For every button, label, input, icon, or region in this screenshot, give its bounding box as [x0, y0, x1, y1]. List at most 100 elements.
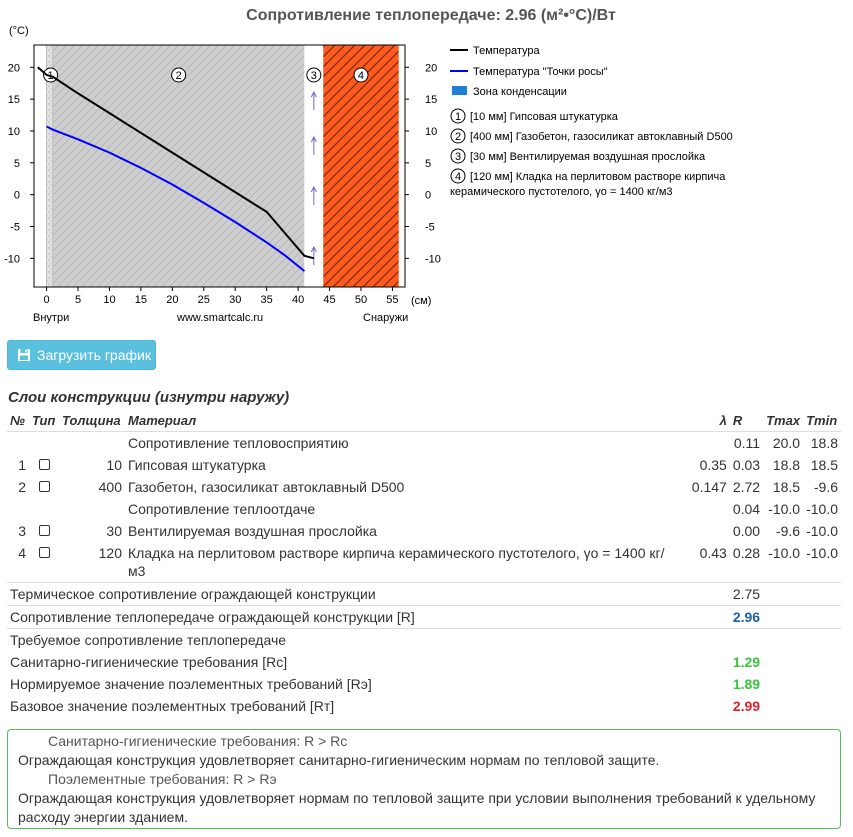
summary-value: 1.29 [732, 654, 761, 670]
y-tick-label-left: 15 [8, 94, 20, 106]
layer-legend-num-2: 2 [455, 131, 461, 143]
layer-fills [46, 44, 399, 288]
result-head-sanitary: Санитарно-гигиенические требования: R > … [48, 733, 348, 749]
air-arrow-2 [310, 185, 317, 205]
row-r: 0.28 [732, 545, 761, 561]
download-chart-icon [18, 349, 30, 361]
y-tick-label-left: 5 [14, 158, 20, 170]
row-tmin: -10.0 [806, 545, 838, 561]
row-tmin: -9.6 [813, 479, 838, 495]
row-lambda: 0.35 [699, 457, 727, 473]
row-material: Сопротивление теплоотдаче [128, 501, 316, 517]
row-material: Кладка на перлитовом растворе кирпича ке… [128, 545, 665, 579]
y-tick-label-right: 0 [425, 190, 431, 202]
summary-label: Требуемое сопротивление теплопередаче [10, 632, 287, 648]
col-tmax: Tmax [763, 409, 804, 432]
table-row: 3 30 Вентилируемая воздушная прослойка 0… [7, 520, 841, 542]
outside-label: Снаружи [363, 312, 408, 324]
layer-type-checkbox[interactable] [38, 459, 50, 470]
y-tick-label-right: -5 [425, 222, 435, 234]
layer-marker-4 [353, 67, 369, 83]
summary-row-sanitary: Санитарно-гигиенические требования [Rс] … [7, 651, 841, 673]
inside-label: Внутри [33, 312, 69, 324]
summary-row-heat-transfer-resistance: Сопротивление теплопередаче ограждающей … [7, 605, 841, 629]
chart-legend: Температура Температура "Точки росы" Зон… [450, 45, 733, 198]
summary-value: 2.75 [732, 586, 761, 602]
y-axis-ticks-left: 20 15 10 5 0 -5 -10 [4, 62, 34, 265]
col-material: Материал [125, 409, 678, 432]
summary-label: Базовое значение поэлементных требований… [10, 698, 335, 714]
air-arrow-1 [310, 245, 317, 265]
table-row: 4 120 Кладка на перлитовом растворе кирп… [7, 542, 841, 583]
x-tick-label: 30 [229, 294, 241, 306]
layer-marker-2 [171, 67, 187, 83]
row-tmax: 20.0 [772, 435, 801, 451]
legend-label-temperature: Температура [473, 45, 541, 57]
y-tick-label-right: 20 [425, 62, 437, 74]
legend-swatch-condensation [452, 86, 467, 95]
row-tmin: -10.0 [806, 523, 838, 539]
table-row: Сопротивление теплоотдаче 0.04 -10.0 -10… [7, 498, 841, 520]
row-tmax: -10.0 [768, 501, 801, 517]
summary-label: Нормируемое значение поэлементных требов… [10, 676, 372, 692]
legend-label-dewpoint: Температура "Точки росы" [473, 66, 608, 78]
layer-fill-3 [304, 45, 324, 287]
row-thickness: 10 [106, 457, 122, 473]
row-material: Вентилируемая воздушная прослойка [128, 523, 377, 539]
x-tick-label: 40 [292, 294, 304, 306]
x-tick-label: 45 [323, 294, 335, 306]
x-tick-label: 0 [44, 294, 50, 306]
x-tick-label: 55 [386, 294, 398, 306]
layer-type-checkbox[interactable] [38, 481, 50, 492]
y-tick-label-left: -5 [10, 222, 20, 234]
layers-table: № Тип Толщина Материал λ R Tmax Tmin Соп… [7, 409, 841, 717]
col-type: Тип [29, 409, 59, 432]
result-text-element: Ограждающая конструкция удовлетворяет но… [18, 790, 816, 825]
y-axis-unit: (°С) [9, 25, 29, 37]
chart-title: Сопротивление теплопередаче: 2.96 (м²•°С… [246, 7, 616, 24]
x-tick-label: 10 [103, 294, 115, 306]
layer-legend-text-1: [10 мм] Гипсовая штукатурка [470, 111, 619, 123]
x-tick-label: 15 [135, 294, 147, 306]
layer-marker-num-4: 4 [358, 70, 364, 82]
summary-row-basic: Базовое значение поэлементных требований… [7, 695, 841, 717]
result-box: Санитарно-гигиенические требования: R > … [7, 729, 841, 829]
layers-table-header: № Тип Толщина Материал λ R Tmax Tmin [7, 409, 841, 432]
layer-fill-2 [52, 45, 305, 287]
dewpoint-line [46, 125, 306, 272]
layer-legend-marker-4 [450, 168, 466, 184]
row-material: Гипсовая штукатурка [128, 457, 266, 473]
row-r: 0.03 [732, 457, 761, 473]
y-tick-label-left: -10 [4, 253, 20, 265]
y-tick-label-right: 15 [425, 94, 437, 106]
y-tick-label-left: 0 [14, 190, 20, 202]
x-tick-label: 50 [355, 294, 367, 306]
y-axis-ticks-right: 20 15 10 5 0 -5 -10 [405, 62, 441, 265]
layer-legend-text-4a: [120 мм] Кладка на перлитовом растворе к… [470, 171, 726, 183]
row-tmax: 18.5 [772, 479, 801, 495]
layer-legend-text-2: [400 мм] Газобетон, газосиликат автоклав… [470, 131, 733, 143]
layer-legend-marker-1 [450, 108, 466, 124]
legend-label-condensation: Зона конденсации [473, 86, 567, 98]
row-r: 0.11 [733, 435, 761, 451]
row-thickness: 400 [98, 479, 122, 495]
summary-label: Санитарно-гигиенические требования [Rс] [10, 654, 288, 670]
layer-type-checkbox[interactable] [38, 547, 50, 558]
layer-marker-3 [306, 67, 322, 83]
summary-value: 2.99 [732, 698, 761, 714]
row-tmax: -9.6 [775, 523, 801, 539]
download-chart-button[interactable]: Загрузить график [7, 340, 156, 370]
row-thickness: 30 [106, 523, 122, 539]
y-tick-label-right: 10 [425, 126, 437, 138]
col-tmin: Tmin [803, 409, 841, 432]
air-flow-arrows [310, 90, 317, 265]
row-tmax: -10.0 [768, 545, 801, 561]
table-row: 2 400 Газобетон, газосиликат автоклавный… [7, 476, 841, 498]
layer-marker-num-2: 2 [176, 70, 182, 82]
layer-legend-num-3: 3 [455, 151, 461, 163]
layer-type-checkbox[interactable] [38, 525, 50, 536]
x-axis-ticks: 0 5 10 15 20 25 30 35 40 45 50 55 [44, 287, 399, 306]
table-row: 1 10 Гипсовая штукатурка 0.35 0.03 18.8 … [7, 454, 841, 476]
summary-value: 1.89 [732, 676, 761, 692]
row-material: Газобетон, газосиликат автоклавный D500 [128, 479, 405, 495]
